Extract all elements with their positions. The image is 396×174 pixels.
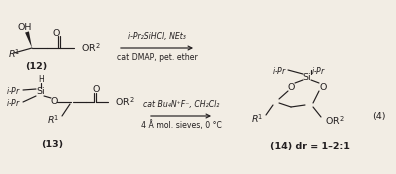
Text: 4 Å mol. sieves, 0 °C: 4 Å mol. sieves, 0 °C	[141, 120, 221, 130]
Text: cat Bu₄N⁺F⁻, CH₂Cl₂: cat Bu₄N⁺F⁻, CH₂Cl₂	[143, 101, 219, 109]
Text: (14) dr = 1–2:1: (14) dr = 1–2:1	[270, 141, 350, 151]
Text: H: H	[38, 76, 44, 85]
Text: (4): (4)	[373, 112, 386, 121]
Text: $i$-Pr: $i$-Pr	[272, 65, 287, 76]
Text: O: O	[319, 82, 327, 92]
Text: i-Pr₂SiHCl, NEt₃: i-Pr₂SiHCl, NEt₃	[128, 33, 186, 42]
Text: $i$-Pr: $i$-Pr	[6, 85, 21, 96]
Text: OR$^2$: OR$^2$	[325, 115, 345, 127]
Text: OH: OH	[18, 23, 32, 33]
Text: O: O	[287, 82, 295, 92]
Text: Si: Si	[303, 73, 311, 82]
Text: OR$^2$: OR$^2$	[81, 42, 101, 54]
Text: Si: Si	[37, 88, 45, 97]
Text: R$^1$: R$^1$	[8, 48, 20, 60]
Text: $i$-Pr: $i$-Pr	[311, 65, 326, 76]
Polygon shape	[25, 31, 32, 48]
Text: O: O	[52, 29, 60, 38]
Text: OR$^2$: OR$^2$	[115, 96, 135, 108]
Text: cat DMAP, pet. ether: cat DMAP, pet. ether	[117, 53, 197, 61]
Text: (13): (13)	[41, 140, 63, 148]
Text: R$^1$: R$^1$	[251, 113, 263, 125]
Text: O: O	[50, 97, 58, 106]
Text: R$^1$: R$^1$	[47, 114, 59, 126]
Text: O: O	[92, 85, 100, 94]
Text: $i$-Pr: $i$-Pr	[6, 97, 21, 108]
Text: (12): (12)	[25, 62, 47, 72]
